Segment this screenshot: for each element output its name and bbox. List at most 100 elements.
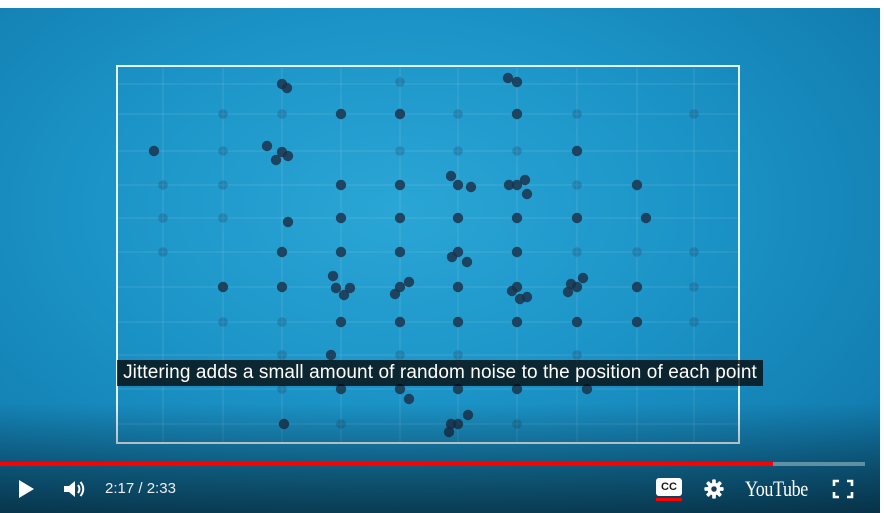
plot-point bbox=[335, 246, 347, 258]
plot-point bbox=[403, 393, 415, 405]
plot-point bbox=[452, 316, 464, 328]
jitter-plot-illustration bbox=[116, 65, 740, 444]
plot-point bbox=[577, 272, 589, 284]
video-frame[interactable]: Jittering adds a small amount of random … bbox=[0, 8, 880, 513]
plot-point bbox=[330, 282, 342, 294]
plot-point bbox=[572, 109, 582, 119]
time-separator: / bbox=[134, 480, 147, 497]
plot-point bbox=[511, 246, 523, 258]
plot-point bbox=[394, 179, 406, 191]
progress-bar[interactable] bbox=[0, 462, 865, 466]
plot-point bbox=[453, 146, 463, 156]
play-button[interactable] bbox=[8, 470, 44, 508]
plot-point bbox=[276, 246, 288, 258]
plot-point bbox=[335, 179, 347, 191]
plot-point bbox=[572, 350, 582, 360]
plot-point bbox=[394, 212, 406, 224]
plot-point bbox=[261, 140, 273, 152]
plot-point bbox=[158, 180, 168, 190]
duration: 2:33 bbox=[146, 480, 176, 497]
plot-point bbox=[325, 349, 337, 361]
plot-point bbox=[511, 316, 523, 328]
cc-label: CC bbox=[656, 478, 682, 496]
plot-point bbox=[453, 350, 463, 360]
plot-point bbox=[277, 317, 287, 327]
caption-text: Jittering adds a small amount of random … bbox=[117, 360, 763, 386]
plot-point bbox=[277, 384, 287, 394]
plot-point bbox=[270, 154, 282, 166]
plot-point bbox=[519, 174, 531, 186]
plot-point bbox=[327, 270, 339, 282]
plot-point bbox=[344, 282, 356, 294]
play-icon bbox=[19, 480, 34, 498]
plot-point bbox=[276, 281, 288, 293]
plot-point bbox=[511, 281, 523, 293]
fullscreen-button[interactable] bbox=[828, 470, 858, 508]
plot-point bbox=[277, 109, 287, 119]
plot-point bbox=[403, 276, 415, 288]
plot-point bbox=[581, 383, 593, 395]
plot-frame bbox=[116, 65, 740, 444]
plot-point bbox=[452, 281, 464, 293]
controls-gradient bbox=[0, 403, 880, 513]
progress-played bbox=[0, 462, 774, 466]
caption-window: Jittering adds a small amount of random … bbox=[0, 360, 880, 386]
plot-point bbox=[631, 179, 643, 191]
plot-point bbox=[571, 145, 583, 157]
plot-point bbox=[335, 108, 347, 120]
gear-icon bbox=[704, 479, 724, 499]
plot-point bbox=[572, 247, 582, 257]
volume-icon bbox=[64, 481, 85, 497]
plot-point bbox=[277, 350, 287, 360]
plot-point bbox=[631, 281, 643, 293]
plot-point bbox=[148, 145, 160, 157]
plot-point bbox=[158, 213, 168, 223]
plot-point bbox=[446, 251, 458, 263]
youtube-logo[interactable]: YouTube bbox=[745, 476, 808, 501]
plot-point bbox=[452, 179, 464, 191]
settings-button[interactable] bbox=[700, 470, 728, 508]
plot-point bbox=[689, 282, 699, 292]
plot-point bbox=[689, 109, 699, 119]
subtitles-button[interactable]: CC bbox=[653, 470, 685, 508]
plot-point bbox=[689, 247, 699, 257]
plot-point bbox=[511, 76, 523, 88]
plot-point bbox=[571, 316, 583, 328]
plot-point bbox=[571, 281, 583, 293]
plot-point bbox=[631, 316, 643, 328]
plot-point bbox=[218, 180, 228, 190]
plot-point bbox=[689, 317, 699, 327]
plot-point bbox=[394, 108, 406, 120]
plot-point bbox=[218, 317, 228, 327]
plot-point bbox=[571, 212, 583, 224]
plot-point bbox=[335, 383, 347, 395]
plot-point bbox=[394, 383, 406, 395]
plot-point bbox=[640, 212, 652, 224]
plot-point bbox=[512, 146, 522, 156]
plot-point bbox=[217, 281, 229, 293]
plot-point bbox=[335, 316, 347, 328]
plot-point bbox=[395, 146, 405, 156]
plot-point bbox=[572, 180, 582, 190]
plot-point bbox=[281, 82, 293, 94]
plot-point bbox=[452, 383, 464, 395]
plot-point bbox=[562, 286, 574, 298]
plot-point bbox=[335, 212, 347, 224]
cc-active-indicator bbox=[656, 498, 682, 501]
plot-point bbox=[158, 247, 168, 257]
plot-point bbox=[445, 170, 457, 182]
plot-point bbox=[502, 72, 514, 84]
time-display: 2:17 / 2:33 bbox=[105, 470, 176, 508]
plot-point bbox=[511, 179, 523, 191]
plot-point bbox=[338, 289, 350, 301]
plot-point bbox=[521, 188, 533, 200]
control-bar: 2:17 / 2:33 CC bbox=[0, 470, 880, 508]
plot-point bbox=[394, 246, 406, 258]
mute-button[interactable] bbox=[58, 470, 92, 508]
plot-point bbox=[395, 350, 405, 360]
plot-point bbox=[394, 281, 406, 293]
plot-point bbox=[503, 179, 515, 191]
plot-point bbox=[282, 216, 294, 228]
plot-point bbox=[511, 383, 523, 395]
